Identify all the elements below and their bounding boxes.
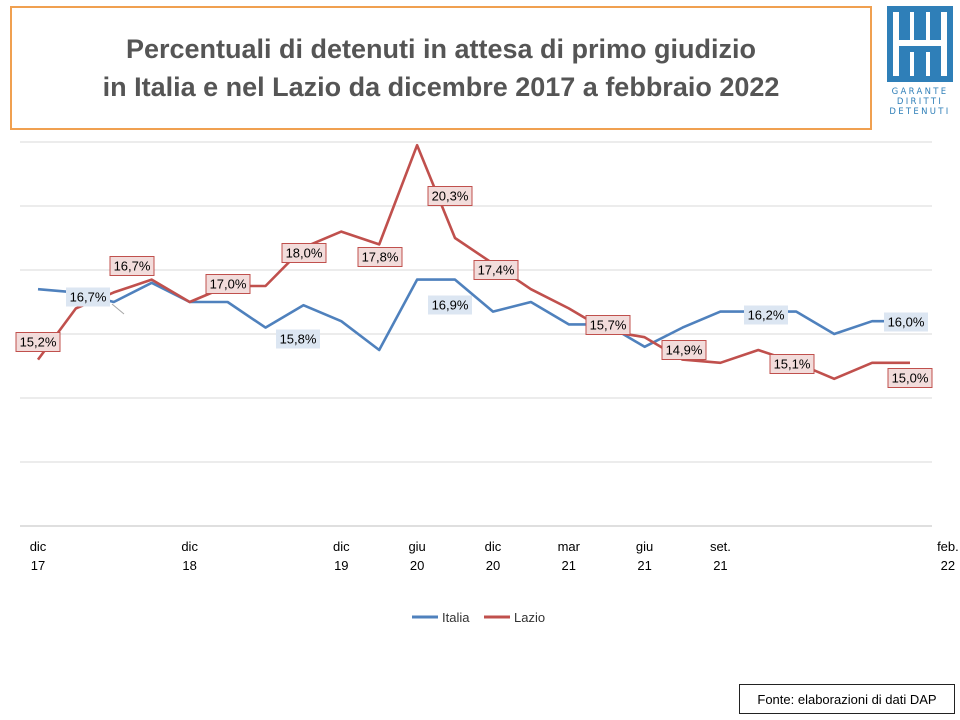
x-tick-label: 20 [410,558,424,573]
data-label: 17,0% [210,277,247,292]
data-label-box [205,274,251,294]
x-tick-label: giu [636,539,653,554]
x-tick-label: dic [485,539,502,554]
data-label: 15,8% [280,332,317,347]
data-label-box [276,329,320,349]
x-tick-label: 21 [562,558,576,573]
chart-title-line-1: Percentuali di detenuti in attesa di pri… [125,34,757,64]
title-box: Percentuali di detenuti in attesa di pri… [10,6,872,130]
logo-text-1: GARANTE [891,87,949,97]
data-label-box [585,315,631,335]
data-label-box [884,312,928,332]
data-label-box [15,332,61,352]
x-tick-label: dic [181,539,198,554]
data-label-box [744,305,788,325]
source-note: Fonte: elaborazioni di dati DAP [739,684,955,714]
data-label: 16,0% [888,315,925,330]
line-chart: dic 17 dic 18 dic 19 giu 20 dic 20 mar 21 giu 21 set. 2… [15,141,959,625]
data-label: 16,7% [70,290,107,305]
logo-text-3: DETENUTI [889,107,951,117]
logo-text-2: DIRITTI [896,97,944,107]
data-label: 15,7% [590,318,627,333]
x-tick-label: 21 [713,558,727,573]
data-label-box [428,295,472,315]
data-label: 16,9% [432,298,469,313]
x-tick-label: feb. [937,539,959,554]
data-label: 17,8% [362,250,399,265]
chart-title-line-2: in Italia e nel Lazio da dicembre 2017 a… [102,72,780,102]
x-tick-label: dic [30,539,47,554]
data-label: 15,2% [20,335,57,350]
data-label: 14,9% [666,343,703,358]
logo-mark [887,6,953,82]
x-tick-label: dic [333,539,350,554]
x-tick-label: 21 [637,558,651,573]
x-tick-label: mar [558,539,581,554]
data-label-box [109,256,155,276]
x-tick-label: set. [710,539,731,554]
data-label: 17,4% [478,263,515,278]
label-leader-line [111,303,125,315]
data-label-box [427,186,473,206]
data-label: 16,2% [748,308,785,323]
data-label: 15,0% [892,371,929,386]
data-label: 16,7% [114,259,151,274]
data-label-box [281,243,327,263]
x-tick-label: 18 [182,558,196,573]
data-label-box [661,340,707,360]
x-tick-label: 19 [334,558,348,573]
data-label-box [887,368,933,388]
legend-label-lazio: Lazio [514,610,545,625]
data-label-box [769,354,815,374]
series-line-lazio [36,143,910,381]
x-tick-label: 17 [31,558,45,573]
data-label: 20,3% [432,189,469,204]
x-tick-label: 20 [486,558,500,573]
data-label-box [473,260,519,280]
data-label-box [66,287,110,307]
x-tick-label: 22 [941,558,955,573]
data-label-box [357,247,403,267]
data-label: 18,0% [286,246,323,261]
x-tick-label: giu [408,539,425,554]
data-label: 15,1% [774,357,811,372]
legend-label-italia: Italia [442,610,470,625]
garante-logo-icon: GARANTE DIRITTI DETENUTI [884,4,956,117]
